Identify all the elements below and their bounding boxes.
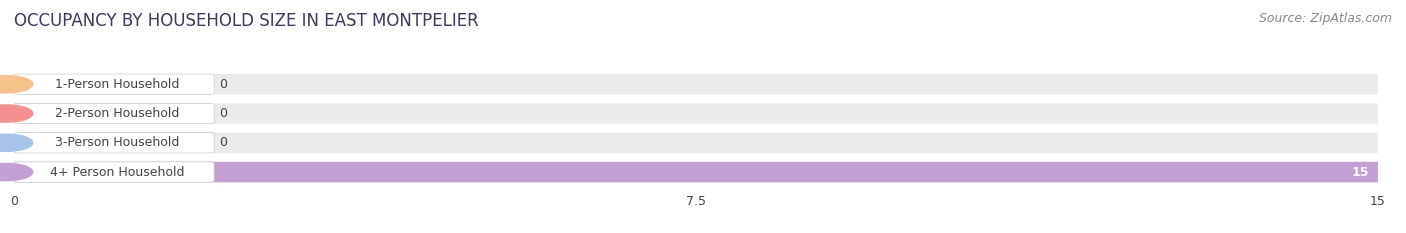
- Circle shape: [0, 76, 32, 93]
- FancyBboxPatch shape: [14, 103, 214, 124]
- FancyBboxPatch shape: [14, 103, 1378, 124]
- Text: 0: 0: [219, 78, 226, 91]
- Circle shape: [0, 105, 32, 122]
- FancyBboxPatch shape: [14, 162, 1378, 182]
- Text: 3-Person Household: 3-Person Household: [55, 136, 179, 149]
- Text: 0: 0: [219, 107, 226, 120]
- FancyBboxPatch shape: [14, 133, 1378, 153]
- Text: 15: 15: [1351, 165, 1369, 178]
- FancyBboxPatch shape: [14, 133, 214, 153]
- Text: Source: ZipAtlas.com: Source: ZipAtlas.com: [1258, 12, 1392, 25]
- Circle shape: [0, 134, 32, 151]
- Circle shape: [0, 163, 32, 181]
- Text: 4+ Person Household: 4+ Person Household: [49, 165, 184, 178]
- FancyBboxPatch shape: [14, 162, 1378, 182]
- FancyBboxPatch shape: [14, 74, 1378, 95]
- Text: OCCUPANCY BY HOUSEHOLD SIZE IN EAST MONTPELIER: OCCUPANCY BY HOUSEHOLD SIZE IN EAST MONT…: [14, 12, 479, 30]
- Text: 1-Person Household: 1-Person Household: [55, 78, 179, 91]
- Text: 2-Person Household: 2-Person Household: [55, 107, 179, 120]
- FancyBboxPatch shape: [14, 162, 214, 182]
- FancyBboxPatch shape: [14, 74, 214, 94]
- Text: 0: 0: [219, 136, 226, 149]
